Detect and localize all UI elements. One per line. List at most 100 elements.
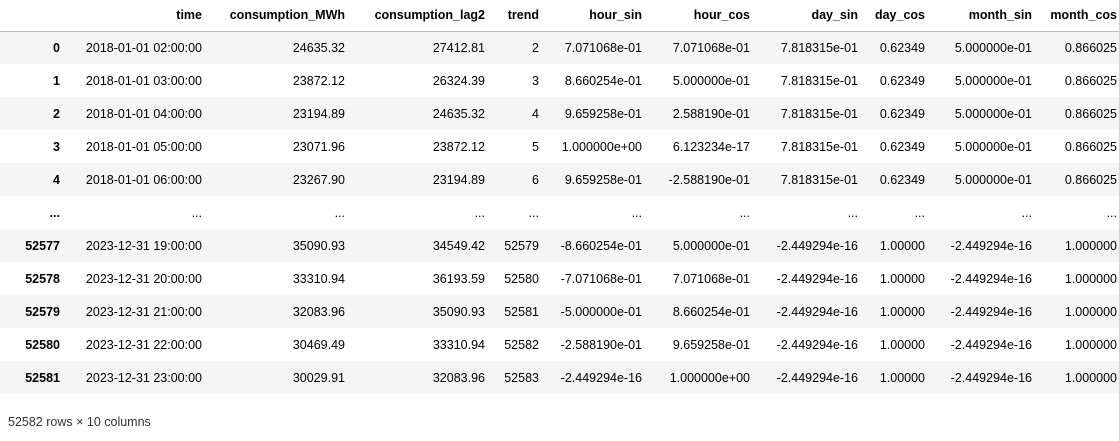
consumption-mwh-cell: 24635.32 [292,40,345,55]
month-sin-cell: 5.000000e-01 [954,172,1032,187]
column-header-day-sin: day_sin [752,0,860,32]
column-header-trend: trend [487,0,541,32]
month-sin-cell: -2.449294e-16 [950,304,1032,319]
consumption-mwh-cell: 30029.91 [292,370,345,385]
trend-cell: 4 [532,106,539,121]
consumption-mwh-cell: 30469.49 [292,337,345,352]
table-row: 52577 2023-12-31 19:00:00 35090.93 34549.42… [0,229,1119,262]
table-row: ................................. [0,196,1119,229]
day-sin-cell: -2.449294e-16 [776,337,858,352]
hour-cos-cell: 2.588190e-01 [672,106,750,121]
month-cos-cell: 0.866025 [1064,40,1117,55]
row-index: 4 [53,172,60,187]
trend-cell: 2 [532,40,539,55]
trend-cell: 52579 [504,238,539,253]
hour-cos-cell: 8.660254e-01 [672,304,750,319]
table-row: 52578 2023-12-31 20:00:00 33310.94 36193.59… [0,262,1119,295]
month-cos-cell: 0.866025 [1064,73,1117,88]
row-index: 52581 [25,370,60,385]
day-cos-cell: 1.00000 [879,370,925,385]
hour-sin-cell: 1.000000e+00 [561,139,642,154]
table-row: 3 2018-01-01 05:00:00 23071.96 23872.12 5 1.0… [0,130,1119,163]
dataframe-table: time consumption_MWh consumption_lag2 tr… [0,0,1119,394]
month-cos-cell: 1.000000 [1064,337,1117,352]
hour-sin-cell: -7.071068e-01 [560,271,642,286]
hour-sin-cell: -2.588190e-01 [560,337,642,352]
row-index: 52577 [25,238,60,253]
consumption-lag2-cell: 35090.93 [432,304,485,319]
table-row: 52580 2023-12-31 22:00:00 30469.49 33310.94… [0,328,1119,361]
month-sin-cell: -2.449294e-16 [950,337,1032,352]
consumption-mwh-cell: 23071.96 [292,139,345,154]
row-index: 3 [53,139,60,154]
day-cos-cell: 1.00000 [879,304,925,319]
row-index: 0 [53,40,60,55]
hour-cos-cell: 7.071068e-01 [672,271,750,286]
consumption-mwh-cell: 32083.96 [292,304,345,319]
consumption-mwh-cell: 33310.94 [292,271,345,286]
consumption-mwh-cell: ... [334,205,345,220]
time-cell: ... [191,205,202,220]
month-cos-cell: 0.866025 [1064,106,1117,121]
consumption-lag2-cell: 26324.39 [432,73,485,88]
month-cos-cell: 1.000000 [1064,238,1117,253]
hour-cos-cell: 7.071068e-01 [672,40,750,55]
day-cos-cell: 0.62349 [879,73,925,88]
hour-sin-cell: -2.449294e-16 [560,370,642,385]
day-sin-cell: 7.818315e-01 [780,172,858,187]
consumption-mwh-cell: 23194.89 [292,106,345,121]
hour-sin-cell: 9.659258e-01 [564,172,642,187]
month-cos-cell: 1.000000 [1064,370,1117,385]
dataframe-output: time consumption_MWh consumption_lag2 tr… [0,0,1119,394]
month-sin-cell: ... [1021,205,1032,220]
day-cos-cell: 0.62349 [879,139,925,154]
month-sin-cell: 5.000000e-01 [954,73,1032,88]
table-row: 4 2018-01-01 06:00:00 23267.90 23194.89 6 9.6… [0,163,1119,196]
column-header-index [0,0,62,32]
hour-sin-cell: 9.659258e-01 [564,106,642,121]
consumption-lag2-cell: 23872.12 [432,139,485,154]
column-header-time: time [62,0,204,32]
month-sin-cell: -2.449294e-16 [950,238,1032,253]
day-sin-cell: -2.449294e-16 [776,304,858,319]
column-header-consumption-lag2: consumption_lag2 [347,0,487,32]
dataframe-shape-note: 52582 rows × 10 columns [8,415,151,429]
time-cell: 2023-12-31 23:00:00 [85,370,202,385]
month-cos-cell: ... [1106,205,1117,220]
time-cell: 2023-12-31 19:00:00 [85,238,202,253]
hour-cos-cell: 5.000000e-01 [672,238,750,253]
month-sin-cell: 5.000000e-01 [954,139,1032,154]
consumption-lag2-cell: 23194.89 [432,172,485,187]
consumption-lag2-cell: 27412.81 [432,40,485,55]
hour-cos-cell: 6.123234e-17 [672,139,750,154]
column-header-hour-cos: hour_cos [644,0,752,32]
time-cell: 2018-01-01 06:00:00 [85,172,202,187]
row-index: 52578 [25,271,60,286]
consumption-mwh-cell: 35090.93 [292,238,345,253]
row-index: 52580 [25,337,60,352]
hour-cos-cell: 5.000000e-01 [672,73,750,88]
trend-cell: 5 [532,139,539,154]
month-cos-cell: 0.866025 [1064,172,1117,187]
consumption-lag2-cell: 36193.59 [432,271,485,286]
table-row: 52579 2023-12-31 21:00:00 32083.96 35090.93… [0,295,1119,328]
day-cos-cell: 0.62349 [879,40,925,55]
header-row: time consumption_MWh consumption_lag2 tr… [0,0,1119,32]
month-sin-cell: -2.449294e-16 [950,271,1032,286]
column-header-consumption-mwh: consumption_MWh [204,0,347,32]
row-index: 1 [53,73,60,88]
month-sin-cell: 5.000000e-01 [954,40,1032,55]
consumption-mwh-cell: 23872.12 [292,73,345,88]
day-sin-cell: -2.449294e-16 [776,271,858,286]
row-index: 2 [53,106,60,121]
time-cell: 2018-01-01 03:00:00 [85,73,202,88]
hour-cos-cell: 9.659258e-01 [672,337,750,352]
consumption-lag2-cell: 33310.94 [432,337,485,352]
consumption-lag2-cell: ... [474,205,485,220]
time-cell: 2018-01-01 04:00:00 [85,106,202,121]
trend-cell: 52580 [504,271,539,286]
time-cell: 2023-12-31 22:00:00 [85,337,202,352]
trend-cell: 52583 [504,370,539,385]
day-sin-cell: 7.818315e-01 [780,106,858,121]
table-row: 52581 2023-12-31 23:00:00 30029.91 32083.96… [0,361,1119,394]
